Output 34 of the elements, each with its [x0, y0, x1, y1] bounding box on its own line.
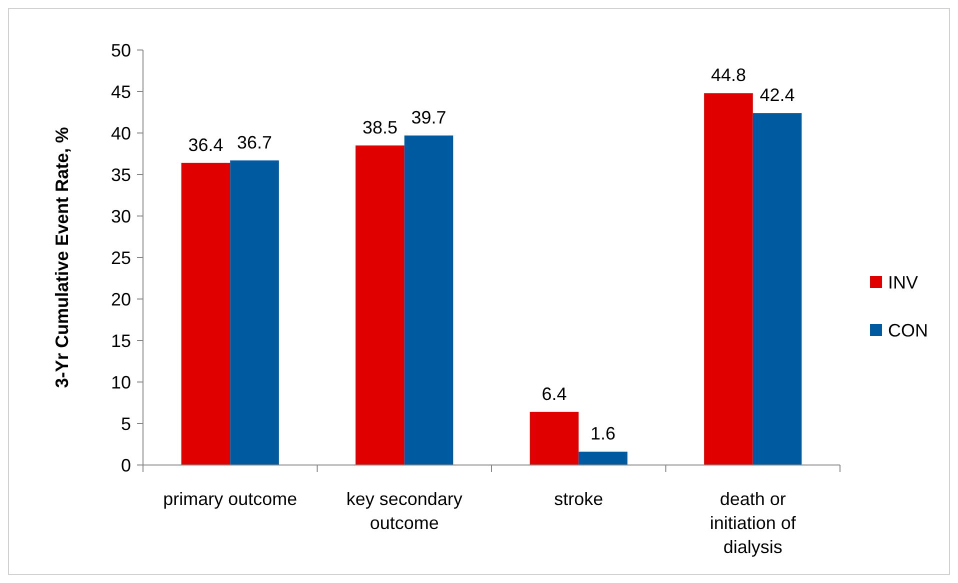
y-tick-label: 50: [110, 40, 131, 60]
x-tick-label: death or initiation of dialysis: [710, 489, 797, 557]
bar: [230, 160, 279, 465]
data-label: 38.5: [362, 117, 398, 138]
y-tick-label: 5: [120, 414, 131, 434]
data-label: 36.7: [236, 132, 272, 152]
bar: [181, 162, 230, 465]
bar: [752, 113, 802, 465]
y-tick-label: 10: [110, 372, 131, 392]
data-label: 42.4: [760, 85, 795, 106]
y-tick-label: 30: [110, 206, 131, 226]
y-tick-label: 15: [110, 330, 131, 351]
x-tick-label: key secondary outcome: [346, 489, 462, 533]
x-tick-label: primary outcome: [163, 489, 298, 509]
x-tick-label: stroke: [554, 489, 604, 509]
bar: [704, 93, 753, 465]
bar: [578, 452, 628, 465]
data-label: 36.4: [188, 134, 224, 155]
y-tick-label: 40: [110, 123, 131, 144]
bar: [404, 135, 454, 465]
bar: [356, 145, 404, 465]
y-axis-title: 3-Yr Cumulative Event Rate, %: [52, 126, 72, 388]
legend-label: INV: [888, 272, 918, 292]
data-label: 39.7: [411, 107, 446, 128]
bar: [530, 412, 579, 465]
y-tick-label: 20: [110, 289, 131, 310]
legend-label: CON: [888, 320, 928, 340]
data-label: 44.8: [710, 65, 746, 86]
data-label: 1.6: [590, 424, 616, 444]
y-tick-label: 25: [110, 248, 131, 268]
y-tick-label: 35: [110, 164, 131, 185]
y-tick-label: 0: [120, 455, 131, 476]
data-label: 6.4: [542, 384, 567, 404]
y-tick-label: 45: [110, 82, 131, 102]
